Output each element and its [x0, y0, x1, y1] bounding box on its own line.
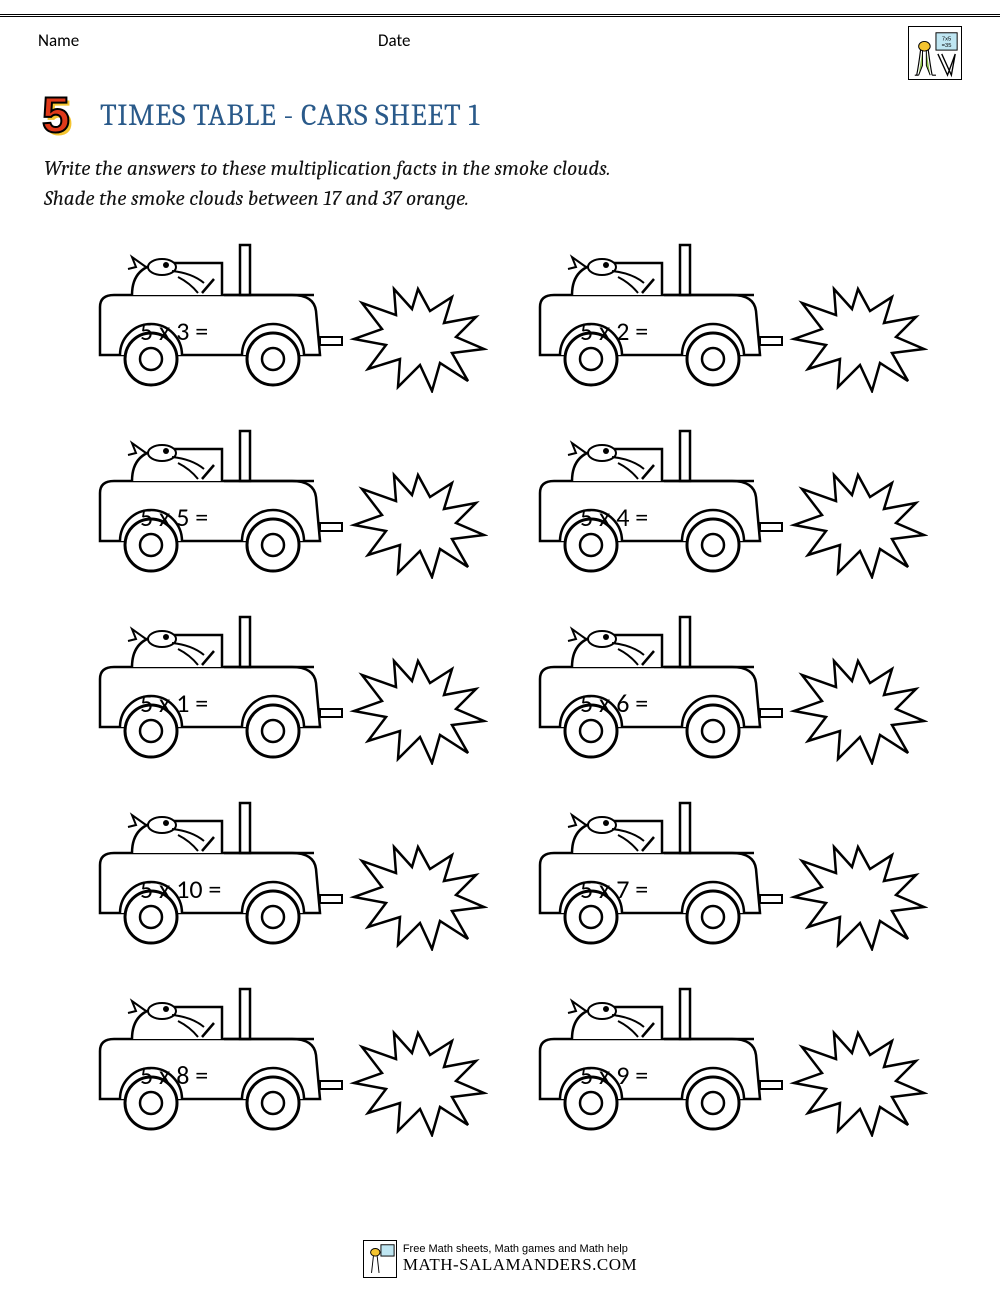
smoke-cloud-icon[interactable]	[788, 655, 928, 765]
car-icon	[92, 981, 352, 1139]
smoke-cloud-icon[interactable]	[788, 841, 928, 951]
footer: Free Math sheets, Math games and Math he…	[0, 1240, 1000, 1282]
problem-cell: 5 x 6 =	[532, 609, 942, 767]
car-icon	[532, 981, 792, 1139]
svg-text:=35: =35	[942, 43, 952, 49]
problem-cell: 5 x 10 =	[92, 795, 502, 953]
problem-cell: 5 x 9 =	[532, 981, 942, 1139]
car-icon	[532, 237, 792, 395]
svg-text:7x5: 7x5	[942, 36, 951, 42]
title-row: 5 5 TIMES TABLE - CARS SHEET 1	[42, 88, 962, 142]
header-row: Name Date 7x5 =35	[38, 30, 962, 80]
title-digit: 5	[42, 88, 88, 142]
car-icon	[92, 795, 352, 953]
problem-cell: 5 x 2 =	[532, 237, 942, 395]
problem-cell: 5 x 3 =	[92, 237, 502, 395]
smoke-cloud-icon[interactable]	[348, 283, 488, 393]
problem-cell: 5 x 4 =	[532, 423, 942, 581]
car-icon	[92, 423, 352, 581]
problem-cell: 5 x 7 =	[532, 795, 942, 953]
car-icon	[92, 237, 352, 395]
equation-text: 5 x 9 =	[580, 1059, 648, 1091]
problem-cell: 5 x 8 =	[92, 981, 502, 1139]
smoke-cloud-icon[interactable]	[348, 655, 488, 765]
instruction-line-1: Write the answers to these multiplicatio…	[44, 154, 962, 184]
problem-cell: 5 x 5 =	[92, 423, 502, 581]
problem-cell: 5 x 1 =	[92, 609, 502, 767]
equation-text: 5 x 5 =	[140, 501, 208, 533]
equation-text: 5 x 6 =	[580, 687, 648, 719]
instructions: Write the answers to these multiplicatio…	[44, 154, 962, 215]
page-title: TIMES TABLE - CARS SHEET 1	[100, 98, 480, 133]
car-icon	[532, 609, 792, 767]
smoke-cloud-icon[interactable]	[348, 841, 488, 951]
worksheet-page: Name Date 7x5 =35 5 5 TIMES TABLE - CARS…	[0, 20, 1000, 1139]
brand-logo-icon: 7x5 =35	[908, 26, 962, 80]
equation-text: 5 x 10 =	[140, 873, 221, 905]
smoke-cloud-icon[interactable]	[788, 469, 928, 579]
problem-grid: 5 x 3 = 5 x 2 = 5 x 5 = 5 x 4 = 5 x 1 = 5 x 6…	[38, 237, 962, 1139]
name-label: Name	[38, 30, 378, 51]
footer-site: MATH-SALAMANDERS.COM	[403, 1255, 637, 1275]
footer-tagline: Free Math sheets, Math games and Math he…	[403, 1243, 637, 1255]
smoke-cloud-icon[interactable]	[788, 283, 928, 393]
equation-text: 5 x 1 =	[140, 687, 208, 719]
equation-text: 5 x 2 =	[580, 315, 648, 347]
smoke-cloud-icon[interactable]	[348, 1027, 488, 1137]
equation-text: 5 x 3 =	[140, 315, 208, 347]
equation-text: 5 x 7 =	[580, 873, 648, 905]
date-label: Date	[378, 30, 908, 51]
instruction-line-2: Shade the smoke clouds between 17 and 37…	[44, 184, 962, 214]
smoke-cloud-icon[interactable]	[348, 469, 488, 579]
car-icon	[92, 609, 352, 767]
title-digit-icon: 5 5	[42, 88, 88, 142]
smoke-cloud-icon[interactable]	[788, 1027, 928, 1137]
car-icon	[532, 795, 792, 953]
equation-text: 5 x 4 =	[580, 501, 648, 533]
equation-text: 5 x 8 =	[140, 1059, 208, 1091]
car-icon	[532, 423, 792, 581]
footer-logo-icon	[363, 1240, 397, 1278]
